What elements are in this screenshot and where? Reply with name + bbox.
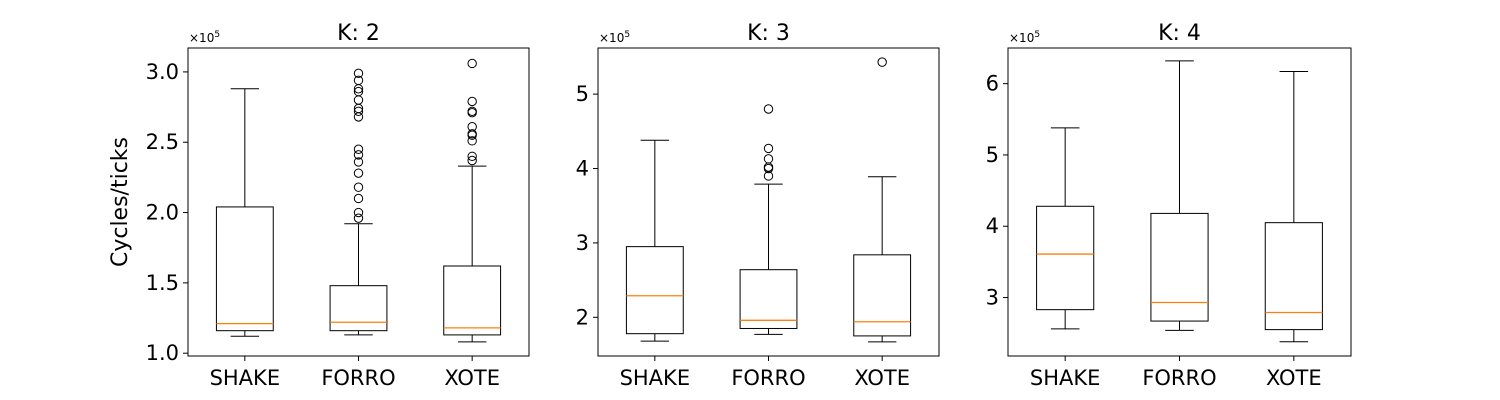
outlier-point bbox=[353, 106, 364, 116]
outlier-point bbox=[353, 213, 364, 223]
y-tick-label: 1.0 bbox=[146, 341, 179, 365]
y-tick-label: 3 bbox=[576, 231, 589, 255]
box-iqr bbox=[1264, 222, 1323, 331]
outlier-point bbox=[467, 96, 477, 107]
multiplier-exponent: 5 bbox=[1034, 30, 1040, 40]
outlier-point bbox=[353, 75, 364, 86]
y-tick-label: 2.5 bbox=[146, 130, 179, 154]
box-iqr bbox=[1036, 205, 1095, 311]
multiplier-base: ×10 bbox=[599, 31, 624, 45]
outlier-point bbox=[353, 182, 364, 192]
outlier-point bbox=[353, 207, 364, 218]
outlier-point bbox=[763, 171, 774, 181]
outlier-point bbox=[467, 151, 477, 161]
axes-frame bbox=[1007, 47, 1352, 357]
y-tick-label: 6 bbox=[986, 72, 999, 96]
box-xote bbox=[443, 58, 502, 343]
outlier-point bbox=[877, 57, 887, 67]
outlier-point bbox=[353, 150, 364, 160]
box-iqr bbox=[1150, 212, 1209, 322]
outlier-point bbox=[353, 144, 364, 154]
box-iqr bbox=[739, 269, 798, 329]
outlier-point bbox=[353, 95, 364, 105]
multiplier-base: ×10 bbox=[189, 31, 214, 45]
box-iqr bbox=[625, 246, 684, 335]
outlier-point bbox=[353, 157, 364, 167]
box-shake bbox=[1036, 127, 1095, 330]
outlier-point bbox=[353, 193, 364, 204]
box-forro bbox=[1150, 60, 1209, 331]
outlier-point bbox=[467, 155, 477, 166]
outlier-point bbox=[763, 154, 774, 164]
multiplier-exponent: 5 bbox=[624, 30, 630, 40]
axes-frame bbox=[597, 47, 940, 357]
chart-title: K: 3 bbox=[747, 21, 790, 46]
box-iqr bbox=[329, 285, 388, 332]
y-tick-label: 3 bbox=[986, 286, 999, 310]
x-tick-label: FORRO bbox=[731, 366, 805, 390]
subplot-k2: K: 2 ×105 Cycles/ticks 1.0 1.5 2.0 2.5 3.0 SHAKE… bbox=[108, 21, 530, 390]
outlier-point bbox=[467, 136, 477, 146]
box-forro bbox=[739, 104, 798, 335]
outlier-point bbox=[353, 86, 364, 97]
box-xote bbox=[853, 57, 912, 343]
box-iqr bbox=[443, 265, 502, 336]
y-axis-label: Cycles/ticks bbox=[108, 137, 133, 267]
x-tick-label: SHAKE bbox=[210, 366, 281, 390]
box-xote bbox=[1264, 71, 1323, 343]
y-tick-label: 4 bbox=[576, 157, 589, 181]
outlier-point bbox=[353, 68, 364, 79]
y-tick-label: 5 bbox=[986, 143, 999, 167]
x-tick-label: SHAKE bbox=[620, 366, 691, 390]
outlier-point bbox=[467, 122, 477, 132]
outlier-point bbox=[763, 104, 774, 114]
box-shake bbox=[215, 88, 274, 337]
box-forro bbox=[329, 68, 388, 336]
chart-title: K: 2 bbox=[337, 21, 380, 46]
x-tick-label: XOTE bbox=[1266, 366, 1322, 390]
axes-frame bbox=[187, 47, 530, 357]
axis-multiplier: ×105 bbox=[1009, 30, 1040, 45]
outlier-point bbox=[353, 168, 364, 178]
outlier-point bbox=[467, 106, 477, 116]
y-tick-label: 5 bbox=[576, 82, 589, 106]
box-iqr bbox=[215, 206, 274, 332]
x-tick-label: FORRO bbox=[1142, 366, 1216, 390]
outlier-point bbox=[467, 129, 477, 139]
box-iqr bbox=[853, 254, 912, 337]
x-tick-label: FORRO bbox=[321, 366, 395, 390]
x-tick-label: XOTE bbox=[444, 366, 500, 390]
y-tick-label: 2 bbox=[576, 305, 589, 329]
outlier-point bbox=[763, 143, 774, 154]
axis-multiplier: ×105 bbox=[189, 30, 220, 45]
x-tick-label: SHAKE bbox=[1030, 366, 1101, 390]
y-tick-label: 3.0 bbox=[146, 60, 179, 84]
y-tick-label: 2.0 bbox=[146, 201, 179, 225]
multiplier-base: ×10 bbox=[1009, 31, 1034, 45]
y-tick-label: 4 bbox=[986, 214, 999, 238]
x-tick-label: XOTE bbox=[854, 366, 910, 390]
chart-title: K: 4 bbox=[1158, 21, 1201, 46]
axis-multiplier: ×105 bbox=[599, 30, 630, 45]
outlier-point bbox=[467, 58, 477, 69]
y-tick-label: 1.5 bbox=[146, 271, 179, 295]
box-shake bbox=[625, 139, 684, 342]
multiplier-exponent: 5 bbox=[214, 30, 220, 40]
